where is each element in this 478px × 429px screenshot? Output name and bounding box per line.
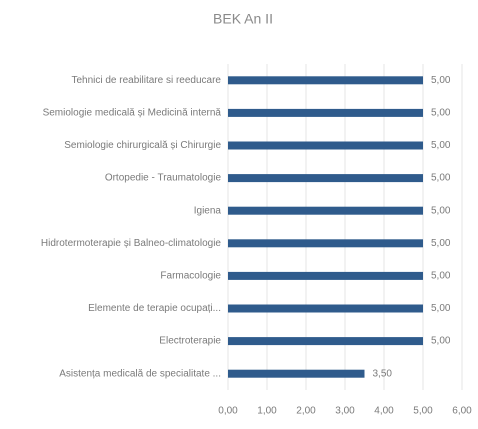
bar (228, 239, 423, 248)
bar (228, 271, 423, 280)
y-tick-label: Semiologie chirurgicală și Chirurgie (64, 140, 221, 151)
value-label: 5,00 (431, 238, 451, 249)
y-tick-label: Elemente de terapie ocupați... (88, 303, 221, 314)
value-label: 5,00 (431, 173, 451, 184)
value-label: 3,50 (373, 368, 393, 379)
value-label: 5,00 (431, 303, 451, 314)
x-tick-label: 5,00 (413, 406, 433, 417)
y-tick-label: Tehnici de reabilitare si reeducare (71, 75, 221, 86)
x-tick-label: 0,00 (218, 406, 238, 417)
y-tick-label: Farmacologie (160, 271, 221, 282)
y-tick-label: Electroterapie (159, 336, 221, 347)
value-label: 5,00 (431, 336, 451, 347)
bar (228, 108, 423, 117)
value-label: 5,00 (431, 205, 451, 216)
chart-title: BEK An II (213, 11, 273, 27)
y-tick-label: Ortopedie - Traumatologie (105, 173, 222, 184)
y-tick-label: Hidrotermoterapie și Balneo-climatologie (41, 238, 222, 249)
value-label: 5,00 (431, 108, 451, 119)
value-label: 5,00 (431, 140, 451, 151)
x-tick-label: 3,00 (335, 406, 355, 417)
bar (228, 369, 365, 378)
y-tick-label: Igiena (194, 205, 222, 216)
value-label: 5,00 (431, 271, 451, 282)
y-tick-label: Semiologie medicală și Medicină internă (43, 108, 222, 119)
value-label: 5,00 (431, 75, 451, 86)
x-tick-label: 6,00 (452, 406, 472, 417)
x-tick-label: 2,00 (296, 406, 316, 417)
x-tick-label: 4,00 (374, 406, 394, 417)
bar (228, 141, 423, 150)
bar (228, 206, 423, 215)
bar (228, 337, 423, 346)
y-tick-label: Asistența medicală de specialitate ... (59, 368, 221, 379)
bar (228, 304, 423, 313)
bar (228, 76, 423, 85)
x-tick-label: 1,00 (257, 406, 277, 417)
bar (228, 174, 423, 183)
